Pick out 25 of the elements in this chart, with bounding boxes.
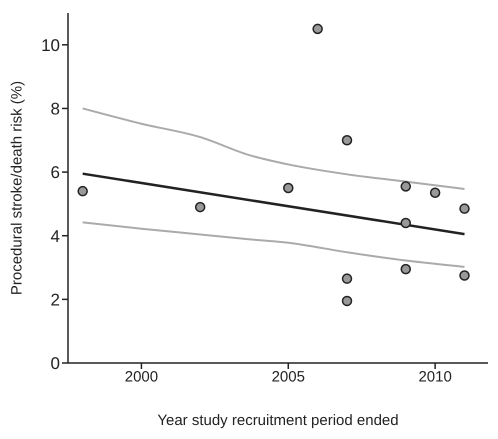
x-tick-label: 2000 bbox=[124, 368, 158, 386]
x-tick-label: 2010 bbox=[418, 368, 452, 386]
y-tick-label: 8 bbox=[50, 99, 60, 118]
point bbox=[342, 273, 352, 284]
point bbox=[342, 135, 352, 146]
point bbox=[430, 188, 440, 198]
point bbox=[459, 270, 470, 281]
x-axis-title: Year study recruitment period ended bbox=[157, 412, 399, 429]
point bbox=[194, 202, 206, 212]
line-series bbox=[82, 221, 466, 268]
point bbox=[400, 181, 412, 192]
y-tick-label: 4 bbox=[50, 226, 60, 246]
y-tick-label: 10 bbox=[41, 36, 60, 55]
y-axis-title: Procedural stroke/death risk (%) bbox=[8, 80, 26, 296]
point bbox=[400, 218, 412, 228]
point bbox=[283, 182, 294, 194]
y-tick-label: 0 bbox=[50, 354, 60, 374]
y-tick-label: 6 bbox=[50, 163, 60, 182]
x-tick-label: 2005 bbox=[272, 368, 305, 386]
point bbox=[342, 296, 352, 306]
point bbox=[312, 24, 323, 34]
point bbox=[400, 264, 412, 274]
y-tick-label: 2 bbox=[50, 290, 60, 310]
point bbox=[459, 203, 470, 214]
point bbox=[77, 186, 88, 196]
